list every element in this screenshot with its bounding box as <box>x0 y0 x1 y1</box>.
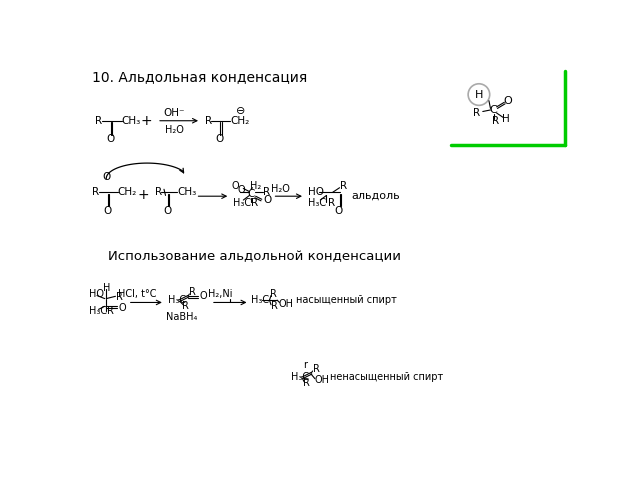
Text: H₃C: H₃C <box>291 372 309 382</box>
Text: O: O <box>163 206 171 216</box>
Text: OH: OH <box>279 299 294 309</box>
Text: H: H <box>102 283 110 293</box>
Text: H: H <box>475 90 483 99</box>
Text: R: R <box>92 187 99 197</box>
Text: H₃C: H₃C <box>251 295 269 305</box>
Text: C: C <box>247 189 255 199</box>
Text: O: O <box>118 303 126 313</box>
Text: OH⁻: OH⁻ <box>163 108 185 118</box>
Text: R: R <box>251 198 258 208</box>
Text: R: R <box>271 301 278 312</box>
Text: OH: OH <box>314 375 329 385</box>
Text: O: O <box>335 206 343 216</box>
Text: O: O <box>103 206 111 216</box>
Text: R: R <box>263 187 271 197</box>
Text: O: O <box>503 96 512 106</box>
Text: 10. Альдольная конденсация: 10. Альдольная конденсация <box>92 70 308 84</box>
Text: CH₃: CH₃ <box>177 187 196 197</box>
Text: H₃C: H₃C <box>234 198 252 208</box>
Text: альдоль: альдоль <box>351 191 400 201</box>
Text: R: R <box>116 292 123 302</box>
Text: O: O <box>232 181 239 191</box>
Text: O: O <box>263 195 271 205</box>
Text: HO: HO <box>308 187 324 197</box>
Text: ⊖: ⊖ <box>236 107 246 117</box>
Text: Использование альдольной конденсации: Использование альдольной конденсации <box>108 250 401 263</box>
Text: O: O <box>102 172 110 182</box>
Text: H: H <box>502 114 509 124</box>
Text: R: R <box>328 198 335 208</box>
Text: +: + <box>140 114 152 128</box>
Text: r: r <box>303 360 307 370</box>
Text: R: R <box>270 289 277 299</box>
Text: O: O <box>200 291 207 301</box>
Text: R: R <box>473 108 480 118</box>
Text: H₂O: H₂O <box>164 125 184 135</box>
Text: R: R <box>155 187 162 197</box>
Text: H₃C: H₃C <box>308 198 326 208</box>
Text: H₃C: H₃C <box>90 306 108 316</box>
Text: R: R <box>340 181 348 191</box>
Text: R: R <box>107 306 114 316</box>
Text: R: R <box>205 116 212 126</box>
Text: ненасыщенный спирт: ненасыщенный спирт <box>330 372 443 382</box>
Text: HO: HO <box>90 289 104 299</box>
Text: R: R <box>189 288 196 298</box>
Text: насыщенный спирт: насыщенный спирт <box>296 295 397 305</box>
Text: H₂,Ni: H₂,Ni <box>208 289 232 299</box>
Text: H₂O: H₂O <box>271 184 290 194</box>
Text: R: R <box>95 116 102 126</box>
Text: NaBH₄: NaBH₄ <box>166 312 197 322</box>
Text: R: R <box>312 364 319 374</box>
Text: +: + <box>138 188 149 202</box>
Text: O: O <box>238 185 246 195</box>
Text: R: R <box>492 116 499 126</box>
Text: CH₃: CH₃ <box>122 116 141 126</box>
Text: R: R <box>303 378 310 388</box>
Text: H₂: H₂ <box>250 181 261 191</box>
Text: HCl, t°C: HCl, t°C <box>118 289 156 299</box>
Text: CH₂: CH₂ <box>230 116 250 126</box>
Text: CH₂: CH₂ <box>118 187 137 197</box>
Text: C: C <box>490 105 497 115</box>
Text: R: R <box>182 301 189 312</box>
Text: O: O <box>106 134 114 144</box>
Text: H₃C: H₃C <box>168 295 186 305</box>
Text: O: O <box>215 134 223 144</box>
